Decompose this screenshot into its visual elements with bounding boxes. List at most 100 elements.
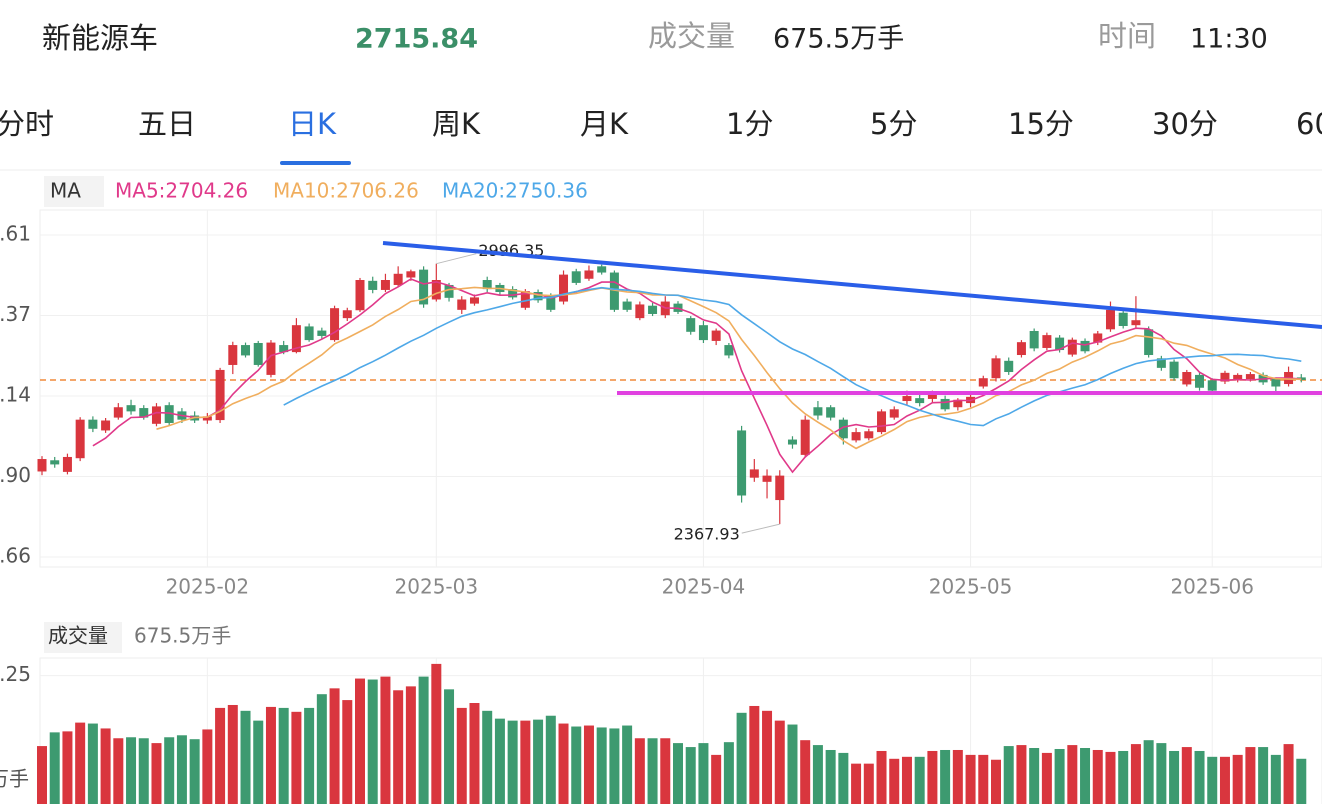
candle-body [635, 304, 645, 319]
candle-body [431, 279, 441, 300]
candle-body [253, 342, 263, 365]
ma-legend: MA10:2706.26 [273, 179, 419, 203]
tab[interactable]: 月K [580, 107, 629, 141]
tab[interactable]: 30分 [1152, 107, 1218, 141]
candle-body [889, 409, 899, 418]
volume-bar [838, 752, 849, 804]
volume-bar [660, 738, 671, 804]
candle-body [113, 407, 123, 418]
candle-body [902, 396, 912, 402]
volume-bar [863, 763, 874, 804]
volume-bar [316, 694, 327, 804]
tab[interactable]: 周K [432, 107, 481, 141]
candle-body [1169, 361, 1179, 379]
volume-tick-label: 2270.25 [0, 662, 31, 686]
volume-bar [240, 710, 251, 804]
volume-value: 675.5万手 [773, 24, 904, 55]
volume-bar [901, 756, 912, 804]
candle-body [291, 325, 301, 353]
candle-body [482, 279, 492, 290]
tab[interactable]: 分时 [0, 107, 54, 141]
volume-unit: 万手 [0, 767, 29, 791]
candle-body [317, 330, 327, 336]
volume-bar [978, 754, 989, 804]
price: 2715.84 [355, 24, 478, 55]
tab[interactable]: 15分 [1008, 107, 1074, 141]
volume-bar [991, 759, 1001, 804]
volume-bar [965, 754, 976, 804]
candle-body [953, 399, 963, 408]
candle-body [1118, 312, 1128, 327]
volume-bar [1181, 747, 1192, 804]
tab[interactable]: 5分 [870, 107, 917, 141]
candle-body [775, 475, 785, 501]
volume-bar [1105, 751, 1116, 804]
candle-body [215, 369, 225, 421]
candle-body [50, 460, 60, 465]
candle-body [1207, 380, 1217, 391]
y-tick-label: 2482.90 [0, 463, 31, 487]
candle-body [1016, 342, 1026, 356]
candle-body [75, 419, 85, 459]
volume-bar [1067, 745, 1078, 804]
candle-body [202, 416, 212, 421]
candle-body [380, 279, 390, 290]
volume-bar [1194, 750, 1205, 804]
candle-body [279, 345, 289, 353]
tab[interactable]: 1分 [726, 107, 773, 141]
volume-bar [545, 715, 556, 804]
trend-line [382, 241, 1322, 329]
volume-bar [1118, 750, 1129, 804]
candle-body [88, 419, 98, 429]
candle-body [737, 430, 747, 496]
ma-line [92, 278, 1302, 474]
x-tick-label: 2025-04 [662, 575, 746, 599]
tab[interactable]: 五日 [138, 107, 196, 141]
volume-bar [520, 720, 531, 804]
volume-bar [749, 705, 760, 804]
volume-bar [278, 707, 289, 804]
candle-body [1131, 320, 1141, 326]
candle-body [1105, 309, 1115, 330]
volume-bar [1169, 750, 1180, 804]
volume-bar [469, 703, 480, 804]
volume-bar [405, 686, 416, 804]
volume-bar [164, 737, 175, 804]
candle-body [838, 419, 848, 439]
candle-body [508, 289, 518, 298]
candle-body [864, 431, 874, 439]
candle-body [1233, 374, 1243, 381]
tab[interactable]: 60分 [1296, 107, 1322, 141]
candle-body [151, 406, 161, 424]
volume-bar [583, 725, 594, 804]
volume-bar [482, 710, 493, 804]
volume-bar [367, 679, 378, 804]
volume-bar [304, 707, 315, 804]
volume-bar [1016, 745, 1027, 804]
volume-bar [75, 722, 86, 804]
volume-panel-label: 成交量 [48, 624, 108, 648]
volume-bar [1156, 743, 1167, 804]
candle-body [711, 330, 721, 341]
volume-bar [1258, 747, 1269, 804]
volume-bar [329, 688, 340, 804]
volume-bar [634, 738, 645, 804]
tab[interactable]: 日K [288, 107, 337, 141]
candle-body [813, 407, 823, 416]
candle-body [1195, 374, 1205, 388]
volume-bar [800, 740, 811, 804]
candle-body [266, 342, 276, 375]
volume-bar [825, 749, 836, 804]
candle-body [991, 358, 1001, 379]
candle-body [851, 432, 861, 441]
index-name: 新能源车 [42, 21, 158, 55]
candle-body [342, 310, 352, 319]
volume-bar [494, 718, 505, 804]
candle-body [1093, 333, 1103, 343]
candle-body [37, 459, 47, 472]
candle-body [304, 326, 314, 341]
volume-bar [380, 676, 391, 804]
volume-bar [227, 704, 238, 804]
x-tick-label: 2025-06 [1170, 575, 1254, 599]
volume-bar [812, 745, 823, 804]
